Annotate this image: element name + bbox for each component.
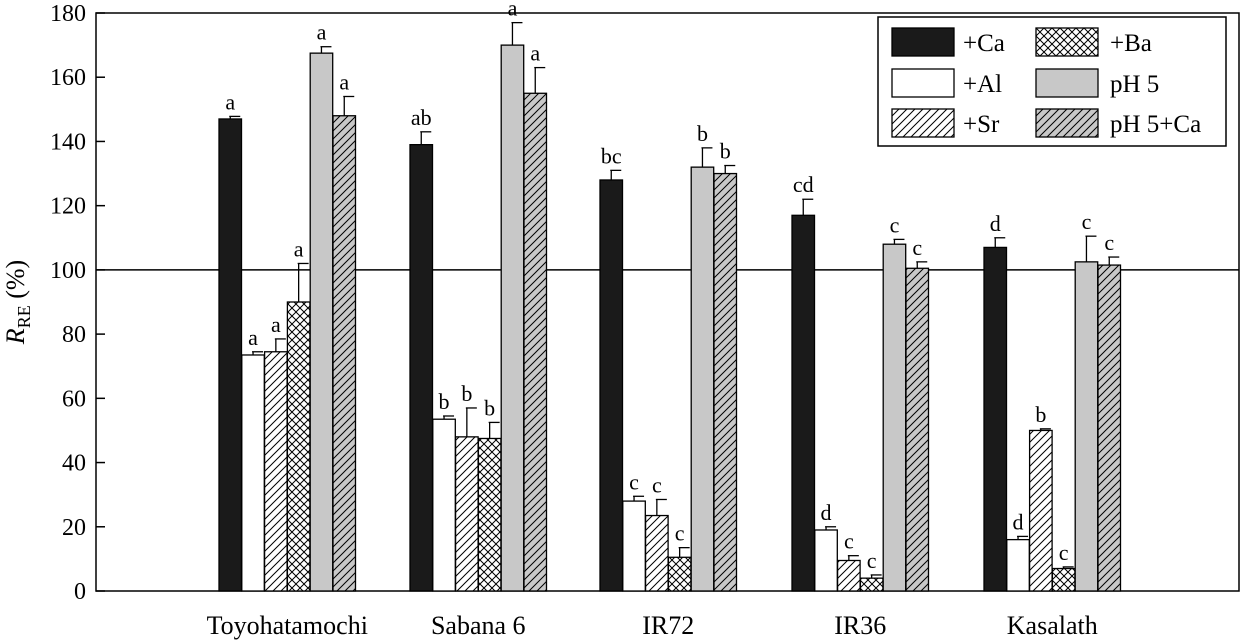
y-tick-label: 120 <box>50 194 86 220</box>
significance-label: c <box>844 529 854 554</box>
significance-label: b <box>720 139 731 164</box>
legend-swatch <box>891 108 955 138</box>
y-axis-label-unit: (%) <box>1 260 30 305</box>
bar <box>241 354 265 592</box>
significance-label: c <box>1059 540 1069 565</box>
significance-label: a <box>271 312 281 337</box>
significance-label: a <box>317 20 327 45</box>
significance-label: d <box>821 500 832 525</box>
x-category-label: Sabana 6 <box>431 611 526 640</box>
y-tick-label: 60 <box>62 386 86 412</box>
significance-label: c <box>675 521 685 546</box>
significance-label: d <box>990 211 1001 236</box>
y-tick-label: 180 <box>50 1 86 27</box>
bar <box>622 500 646 592</box>
bar <box>263 351 288 592</box>
significance-label: cd <box>793 172 814 197</box>
legend-swatch <box>891 68 955 98</box>
significance-label: b <box>484 395 495 420</box>
significance-label: c <box>890 212 900 237</box>
y-tick-label: 80 <box>62 322 86 348</box>
bar <box>1006 538 1030 592</box>
significance-label: a <box>294 236 304 261</box>
bar <box>859 577 884 592</box>
significance-label: c <box>912 235 922 260</box>
significance-label: bc <box>601 143 622 168</box>
x-axis: Toyohatamochi Sabana 6 IR72 IR36 Kasalath <box>207 582 1098 640</box>
legend-swatch <box>1035 27 1099 57</box>
significance-label: b <box>439 389 450 414</box>
bar <box>432 418 456 592</box>
bar <box>667 556 692 592</box>
y-axis: 0 20 40 60 80 100 120 140 160 180 <box>50 1 105 605</box>
legend-swatch <box>1035 108 1099 138</box>
significance-label: a <box>248 325 258 350</box>
bar <box>500 44 525 592</box>
bar <box>409 144 434 592</box>
bar <box>882 243 907 592</box>
bar <box>836 559 861 592</box>
significance-label: a <box>530 41 540 66</box>
significance-label: b <box>1035 402 1046 427</box>
significance-label: c <box>1104 230 1114 255</box>
bar <box>905 267 930 592</box>
bar <box>1051 567 1076 592</box>
significance-label: b <box>697 121 708 146</box>
x-category-label: IR72 <box>642 611 694 640</box>
bar <box>523 92 548 592</box>
significance-label: a <box>508 0 518 21</box>
bar <box>309 52 334 592</box>
y-tick-label: 160 <box>50 65 86 91</box>
x-category-label: Toyohatamochi <box>207 611 368 640</box>
bar <box>1028 429 1053 592</box>
y-axis-label-sub: RE <box>14 305 34 328</box>
legend-label: +Ca <box>963 30 1005 57</box>
bar <box>1097 264 1122 592</box>
legend-swatch <box>1035 68 1099 98</box>
legend-label: +Ba <box>1110 30 1152 57</box>
bar <box>599 179 624 592</box>
significance-label: c <box>867 548 877 573</box>
legend-label: pH 5+Ca <box>1110 111 1201 138</box>
bar <box>983 246 1008 592</box>
legend-label: +Al <box>963 71 1002 98</box>
x-category-label: IR36 <box>834 611 886 640</box>
bar <box>332 115 357 592</box>
bar <box>814 529 838 592</box>
y-tick-label: 40 <box>62 451 86 477</box>
bar <box>791 214 816 592</box>
legend-swatch <box>891 27 955 57</box>
y-axis-label: RRE (%) <box>1 260 34 345</box>
bar <box>454 436 479 592</box>
y-tick-label: 100 <box>50 258 86 284</box>
y-tick-label: 140 <box>50 129 86 155</box>
y-tick-label: 0 <box>74 579 86 605</box>
significance-label: a <box>339 69 349 94</box>
bar <box>286 301 311 592</box>
legend-label: pH 5 <box>1110 71 1159 98</box>
y-tick-label: 20 <box>62 515 86 541</box>
x-category-label: Kasalath <box>1007 611 1098 640</box>
legend-label: +Sr <box>963 111 1000 138</box>
significance-label: c <box>652 472 662 497</box>
bar <box>218 118 243 592</box>
legend: +Ca +Ba +Al pH 5 +Sr pH 5+Ca <box>877 16 1227 147</box>
significance-label: ab <box>411 105 432 130</box>
bar <box>644 514 669 592</box>
significance-label: b <box>461 381 472 406</box>
significance-label: d <box>1013 509 1024 534</box>
significance-label: a <box>225 89 235 114</box>
y-axis-label-main: R <box>1 328 30 345</box>
bar <box>477 437 502 592</box>
significance-label: c <box>1082 209 1092 234</box>
significance-label: c <box>629 469 639 494</box>
bar <box>690 166 715 592</box>
bar <box>713 172 738 592</box>
bar <box>1074 261 1099 592</box>
